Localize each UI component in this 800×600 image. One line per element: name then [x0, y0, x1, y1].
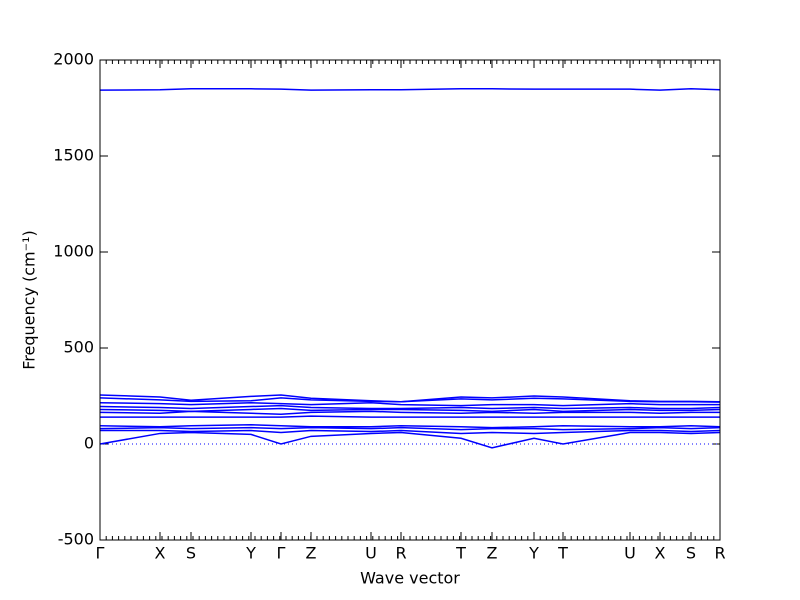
x-tick-label: U	[624, 544, 636, 563]
band-line	[100, 429, 721, 435]
x-tick-label: Y	[528, 544, 539, 563]
x-tick-label: T	[557, 544, 568, 563]
band-line	[99, 397, 721, 403]
band-line	[99, 404, 721, 410]
band-line	[99, 401, 720, 407]
band-line	[99, 407, 721, 413]
x-tick-label: R	[395, 544, 406, 563]
y-tick-label: 1500	[53, 146, 94, 165]
x-tick-label: T	[455, 544, 466, 563]
band-line	[99, 424, 721, 429]
x-tick-label: X	[655, 544, 666, 563]
x-tick-label: Γ	[96, 544, 105, 563]
x-tick-label: S	[186, 544, 196, 563]
band-line	[99, 410, 720, 415]
y-tick-label: 1000	[53, 242, 94, 261]
y-tick-label: -500	[58, 530, 94, 549]
y-axis-label: Frequency (cm⁻¹)	[20, 230, 39, 369]
band-line	[100, 415, 720, 418]
y-tick-label: 500	[63, 338, 94, 357]
x-tick-label: Y	[245, 544, 256, 563]
x-tick-label: Z	[306, 544, 317, 563]
plot-frame	[99, 59, 721, 541]
x-axis-label: Wave vector	[360, 569, 460, 588]
x-tick-label: Γ	[277, 544, 286, 563]
x-tick-label: S	[686, 544, 696, 563]
band-line	[99, 426, 721, 431]
y-tick-label: 2000	[53, 50, 94, 69]
x-tick-label: R	[714, 544, 725, 563]
band-line	[99, 88, 721, 91]
x-tick-label: U	[365, 544, 377, 563]
x-tick-label: X	[155, 544, 166, 563]
y-tick-label: 0	[84, 434, 94, 453]
x-tick-label: Z	[487, 544, 498, 563]
band-line	[99, 431, 721, 449]
